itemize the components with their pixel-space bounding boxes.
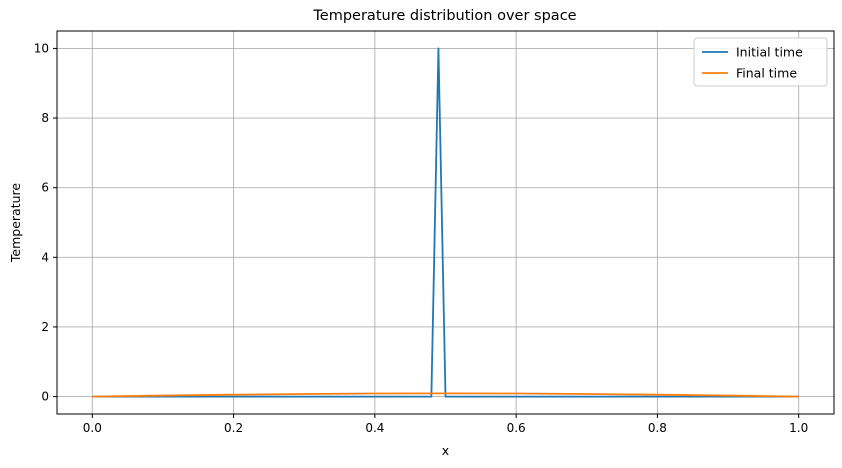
x-tick-label: 0.0 <box>83 421 102 435</box>
series-line-final-time <box>92 392 799 398</box>
axis-ticks: 0.0 0.2 0.4 0.6 0.8 1.0 0 2 4 6 8 10 <box>34 41 809 435</box>
x-tick-label: 0.6 <box>507 421 526 435</box>
series-line-initial-time <box>92 47 799 398</box>
x-tick-label: 0.4 <box>365 421 384 435</box>
y-axis-label: Temperature <box>8 183 23 263</box>
x-tick-label: 0.2 <box>224 421 243 435</box>
y-tick-label: 4 <box>41 250 49 264</box>
y-tick-label: 2 <box>41 320 49 334</box>
x-tick-label: 0.8 <box>648 421 667 435</box>
legend-box <box>693 37 828 87</box>
chart-title: Temperature distribution over space <box>312 8 576 24</box>
y-tick-label: 10 <box>34 41 49 55</box>
legend-entry-label: Initial time <box>736 45 803 60</box>
legend-entry-label: Final time <box>736 66 797 81</box>
y-tick-label: 0 <box>41 390 49 404</box>
plot-frame <box>56 30 835 415</box>
y-tick-label: 6 <box>41 181 49 195</box>
series-lines <box>92 47 799 398</box>
y-tick-label: 8 <box>41 111 49 125</box>
x-axis-label: x <box>442 443 449 458</box>
legend: Initial time Final time <box>693 37 828 87</box>
x-tick-label: 1.0 <box>789 421 808 435</box>
